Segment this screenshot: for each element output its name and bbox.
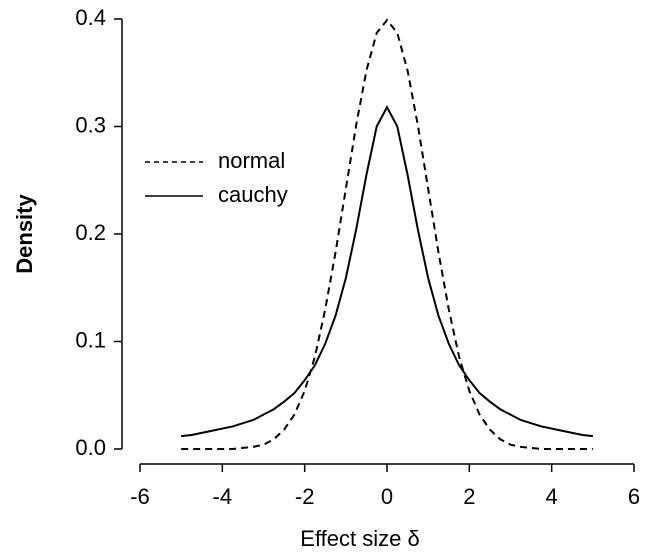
x-tick-label: -6: [130, 484, 150, 509]
y-tick-label: 0.4: [75, 5, 106, 30]
y-tick-label: 0.0: [75, 435, 106, 460]
x-tick-label: -2: [295, 484, 315, 509]
line-series: [181, 18, 593, 450]
x-tick-label: -4: [213, 484, 233, 509]
x-tick-label: 6: [628, 484, 640, 509]
x-tick-label: 4: [546, 484, 558, 509]
line-series: [181, 105, 593, 438]
y-axis-label: Density: [12, 194, 37, 274]
x-axis-label: Effect size δ: [300, 526, 419, 551]
legend-label: normal: [218, 148, 285, 173]
y-tick-label: 0.2: [75, 220, 106, 245]
y-tick-label: 0.1: [75, 327, 106, 352]
x-tick-label: 2: [463, 484, 475, 509]
x-tick-label: 0: [381, 484, 393, 509]
y-tick-label: 0.3: [75, 112, 106, 137]
legend-label: cauchy: [218, 182, 288, 207]
